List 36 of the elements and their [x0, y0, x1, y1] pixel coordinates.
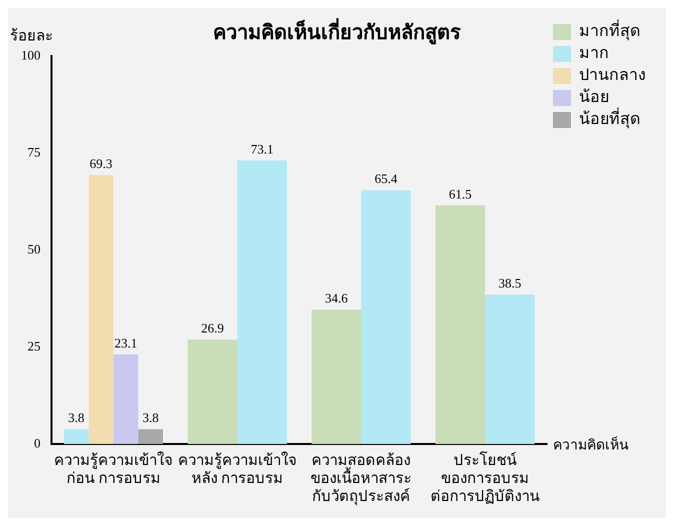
bar — [113, 354, 138, 444]
y-tick-label: 75 — [28, 144, 40, 160]
data-label: 3.8 — [68, 410, 84, 426]
x-tick-label: ความสอดคล้อง ของเนื้อหาสาระ กับวัตถุประสงค์ — [310, 452, 412, 506]
data-label: 69.3 — [90, 156, 112, 172]
y-tick-label: 50 — [28, 241, 40, 256]
data-label: 26.9 — [201, 320, 224, 336]
legend-label: น้อยที่สุด — [579, 107, 640, 130]
chart-title: ความคิดเห็นเกี่ยวกับหลักสูตร — [213, 17, 461, 46]
bar — [312, 310, 362, 444]
data-label: 61.5 — [448, 186, 472, 202]
bar — [361, 190, 411, 444]
legend-label: ปานกลาง — [579, 67, 646, 84]
y-axis-title: ร้อยละ — [10, 27, 53, 44]
data-label: 3.8 — [142, 410, 159, 426]
x-axis-title: ความคิดเห็น — [553, 436, 629, 454]
bar — [485, 294, 535, 444]
data-label: 38.5 — [498, 276, 522, 291]
data-label: 65.4 — [374, 171, 398, 186]
data-label: 23.1 — [114, 335, 138, 350]
legend-label: มาก — [579, 45, 609, 62]
y-tick-label: 25 — [28, 338, 40, 354]
data-label: 34.6 — [325, 290, 348, 306]
y-tick-label: 0 — [34, 435, 40, 450]
x-tick-label: ความรู้ความเข้าใจ ก่อน การอบรม — [54, 450, 173, 487]
x-tick-label: ประโยชน์ ของการอบรม ต่อการปฏิบัติงาน — [430, 450, 540, 505]
legend-label: น้อย — [579, 88, 609, 106]
bar — [88, 175, 114, 444]
y-tick-label: 100 — [21, 47, 40, 62]
x-tick-label: ความรู้ความเข้าใจ หลัง การอบรม — [178, 450, 297, 487]
bar — [188, 340, 238, 444]
bar — [237, 160, 287, 444]
bar — [138, 429, 163, 444]
bar — [436, 205, 486, 444]
legend-label: มากที่สุด — [579, 19, 640, 42]
data-label: 73.1 — [250, 141, 274, 156]
